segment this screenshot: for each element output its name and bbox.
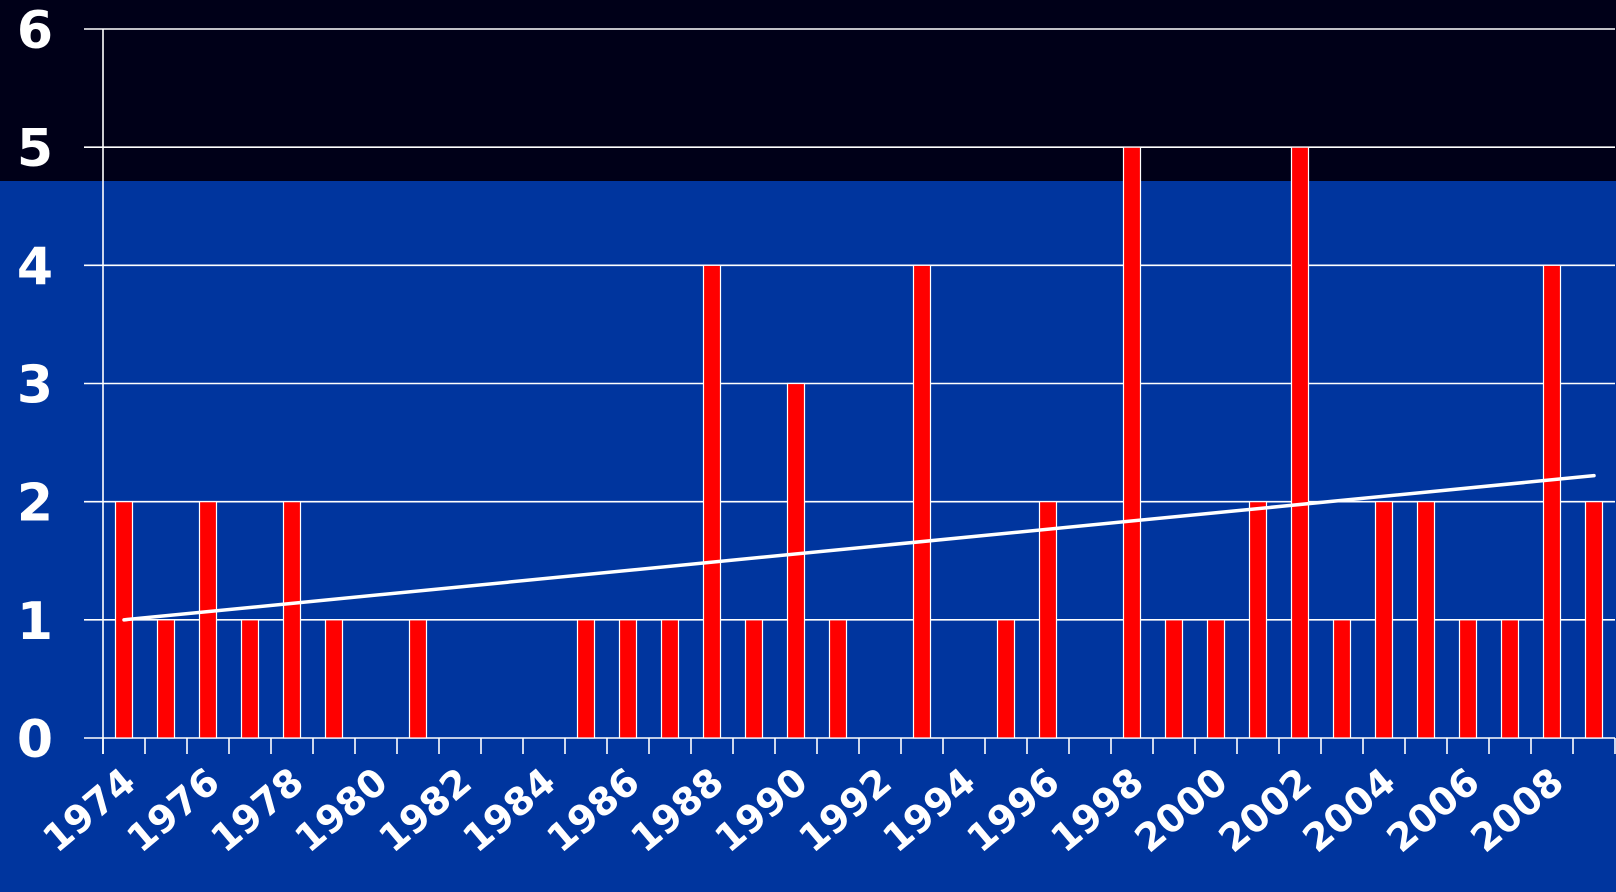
background-panel <box>0 181 1616 892</box>
x-tick-label: 1976 <box>118 759 227 861</box>
bar-1986 <box>618 619 638 739</box>
x-tick-label: 1980 <box>286 759 395 861</box>
x-tick-label: 1992 <box>790 759 899 861</box>
x-tick-label: 2004 <box>1294 759 1403 861</box>
bar-2006 <box>1458 619 1478 739</box>
x-tick-label: 1994 <box>874 759 983 861</box>
bar-1979 <box>324 619 344 739</box>
x-tick-label: 1998 <box>1042 759 1151 861</box>
x-tick-label: 2008 <box>1462 759 1571 861</box>
bar-2001 <box>1248 501 1268 739</box>
bar-1977 <box>240 619 260 739</box>
bar-1988 <box>702 264 722 739</box>
bar-1998 <box>1122 146 1142 739</box>
y-tick-label: 3 <box>17 356 53 416</box>
y-tick-label: 4 <box>17 237 53 297</box>
bar-1999 <box>1164 619 1184 739</box>
bar-1991 <box>828 619 848 739</box>
x-tick-label: 1990 <box>706 759 815 861</box>
x-tick-label: 1986 <box>538 759 647 861</box>
x-tick-label: 1984 <box>454 759 563 861</box>
bar-2007 <box>1500 619 1520 739</box>
bar-undefined <box>1584 501 1604 739</box>
bar-1985 <box>576 619 596 739</box>
y-tick-label: 2 <box>17 474 53 534</box>
bar-1975 <box>156 619 176 739</box>
x-tick-label: 1978 <box>202 759 311 861</box>
x-tick-label: 1982 <box>370 759 479 861</box>
x-tick-label: 2000 <box>1126 759 1235 861</box>
x-tick-label: 1996 <box>958 759 1067 861</box>
bar-2000 <box>1206 619 1226 739</box>
bar-1978 <box>282 501 302 739</box>
bar-1987 <box>660 619 680 739</box>
bar-1996 <box>1038 501 1058 739</box>
bar-2002 <box>1290 146 1310 739</box>
y-tick-label: 5 <box>17 119 53 179</box>
x-tick-label: 1988 <box>622 759 731 861</box>
bar-2008 <box>1542 264 1562 739</box>
bar-1990 <box>786 382 806 739</box>
bar-2004 <box>1374 501 1394 739</box>
bar-1989 <box>744 619 764 739</box>
y-tick-label: 1 <box>17 592 53 652</box>
x-tick-label: 2006 <box>1378 759 1487 861</box>
bar-1993 <box>912 264 932 739</box>
trendline <box>122 473 1596 622</box>
bar-2005 <box>1416 501 1436 739</box>
bar-2003 <box>1332 619 1352 739</box>
y-tick-label: 0 <box>17 710 53 770</box>
y-tick-label: 6 <box>17 1 53 61</box>
x-tick-label: 2002 <box>1210 759 1319 861</box>
bar-1995 <box>996 619 1016 739</box>
bar-1976 <box>198 501 218 739</box>
x-tick-label: 1974 <box>34 759 143 861</box>
bar-1981 <box>408 619 428 739</box>
